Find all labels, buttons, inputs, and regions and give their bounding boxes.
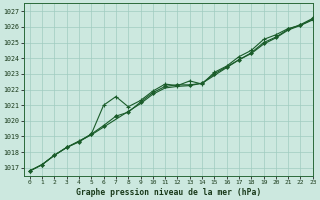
X-axis label: Graphe pression niveau de la mer (hPa): Graphe pression niveau de la mer (hPa): [76, 188, 261, 197]
